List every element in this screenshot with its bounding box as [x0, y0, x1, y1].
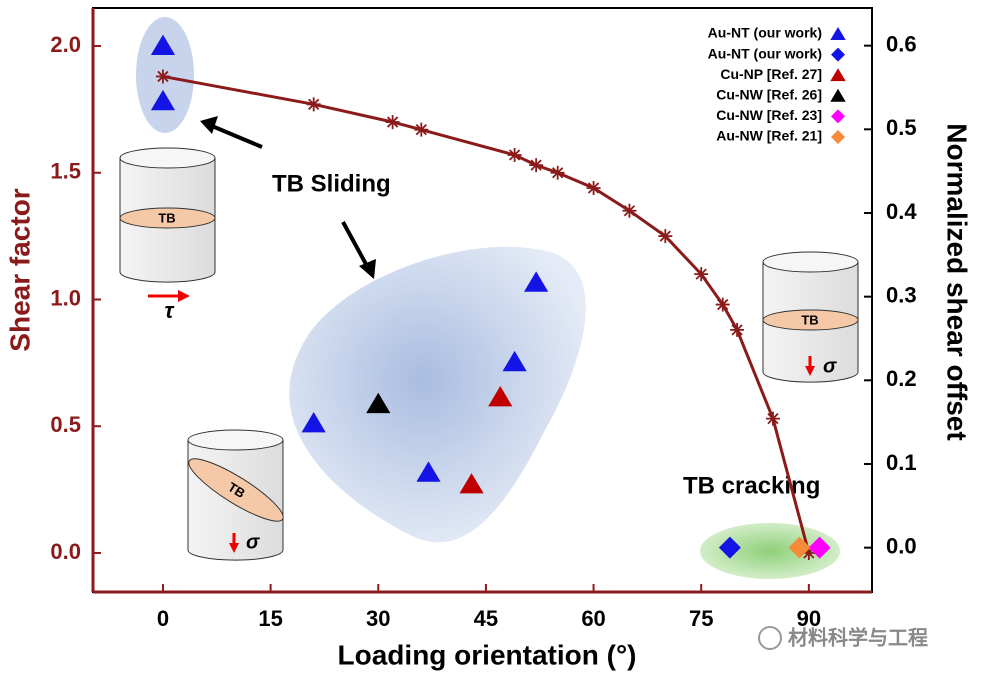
- annotation: TB: [158, 210, 175, 225]
- data-point: [788, 536, 811, 559]
- annotation: σ: [823, 355, 837, 377]
- annotation: τ: [165, 298, 175, 323]
- line-marker: [801, 545, 816, 560]
- line-marker: [550, 165, 565, 180]
- x-tick-label: 75: [689, 606, 713, 631]
- annotation: TB Sliding: [272, 170, 391, 197]
- x-tick-label: 45: [474, 606, 498, 631]
- y2-tick-label: 0.0: [886, 533, 917, 558]
- watermark: 材料科学与工程: [758, 625, 928, 650]
- line-marker: [658, 229, 673, 244]
- y-tick-label: 1.0: [50, 285, 81, 310]
- data-point: [488, 386, 513, 407]
- line-marker: [507, 148, 522, 163]
- line-marker: [586, 180, 601, 195]
- line-marker: [694, 267, 709, 282]
- line-marker: [155, 69, 170, 84]
- legend-marker: [830, 27, 846, 40]
- data-point: [459, 473, 484, 494]
- line-marker: [622, 203, 637, 218]
- annotation: σ: [246, 531, 260, 553]
- watermark-text: 材料科学与工程: [788, 625, 928, 649]
- annotation: TB cracking: [683, 472, 820, 499]
- y2-tick-label: 0.4: [886, 199, 917, 224]
- legend-marker: [830, 88, 846, 102]
- data-point: [416, 461, 441, 482]
- line-marker: [306, 97, 321, 112]
- y-tick-label: 0.0: [50, 539, 81, 564]
- x-tick-label: 15: [258, 606, 282, 631]
- y2-tick-label: 0.2: [886, 366, 917, 391]
- legend-label: Cu-NP [Ref. 27]: [720, 66, 822, 82]
- legend-marker: [831, 47, 845, 62]
- data-point: [718, 536, 741, 559]
- data-point: [150, 34, 176, 56]
- data-point: [366, 392, 391, 414]
- y-tick-label: 2.0: [50, 32, 81, 57]
- data-point: [150, 89, 176, 111]
- x-tick-label: 30: [366, 606, 390, 631]
- y2-tick-label: 0.3: [886, 282, 917, 307]
- annotation: TB: [801, 312, 818, 327]
- line-marker: [385, 115, 400, 130]
- highlight-region: [289, 246, 586, 543]
- y2-tick-label: 0.5: [886, 115, 917, 140]
- data-point: [808, 536, 831, 559]
- legend-marker: [831, 109, 845, 124]
- line-marker: [765, 411, 780, 426]
- x-tick-label: 90: [797, 606, 821, 631]
- x-tick-label: 0: [157, 606, 169, 631]
- line-marker: [529, 158, 544, 173]
- legend-label: Cu-NW [Ref. 23]: [716, 107, 822, 123]
- y2-tick-label: 0.1: [886, 450, 917, 475]
- x-tick-label: 60: [581, 606, 605, 631]
- y2-tick-label: 0.6: [886, 31, 917, 56]
- legend-marker: [831, 130, 845, 144]
- y-tick-label: 0.5: [50, 412, 81, 437]
- y-axis-title: Shear factor: [4, 188, 35, 351]
- legend-label: Au-NT (our work): [708, 25, 822, 41]
- line-marker: [730, 322, 745, 337]
- legend-label: Cu-NW [Ref. 26]: [716, 87, 822, 103]
- data-point: [301, 411, 326, 433]
- legend-label: Au-NT (our work): [708, 45, 822, 61]
- legend-label: Au-NW [Ref. 21]: [716, 128, 822, 144]
- x-axis-title: Loading orientation (°): [338, 639, 637, 670]
- legend-marker: [830, 68, 846, 82]
- data-point: [524, 271, 549, 292]
- y-tick-label: 1.5: [50, 159, 81, 184]
- line-marker: [414, 122, 429, 137]
- data-point: [502, 350, 527, 372]
- line-marker: [715, 297, 730, 312]
- arrow: [148, 116, 815, 553]
- cylinder-illustration: [119, 147, 859, 561]
- y2-axis-title: Normalized shear offset: [942, 123, 973, 440]
